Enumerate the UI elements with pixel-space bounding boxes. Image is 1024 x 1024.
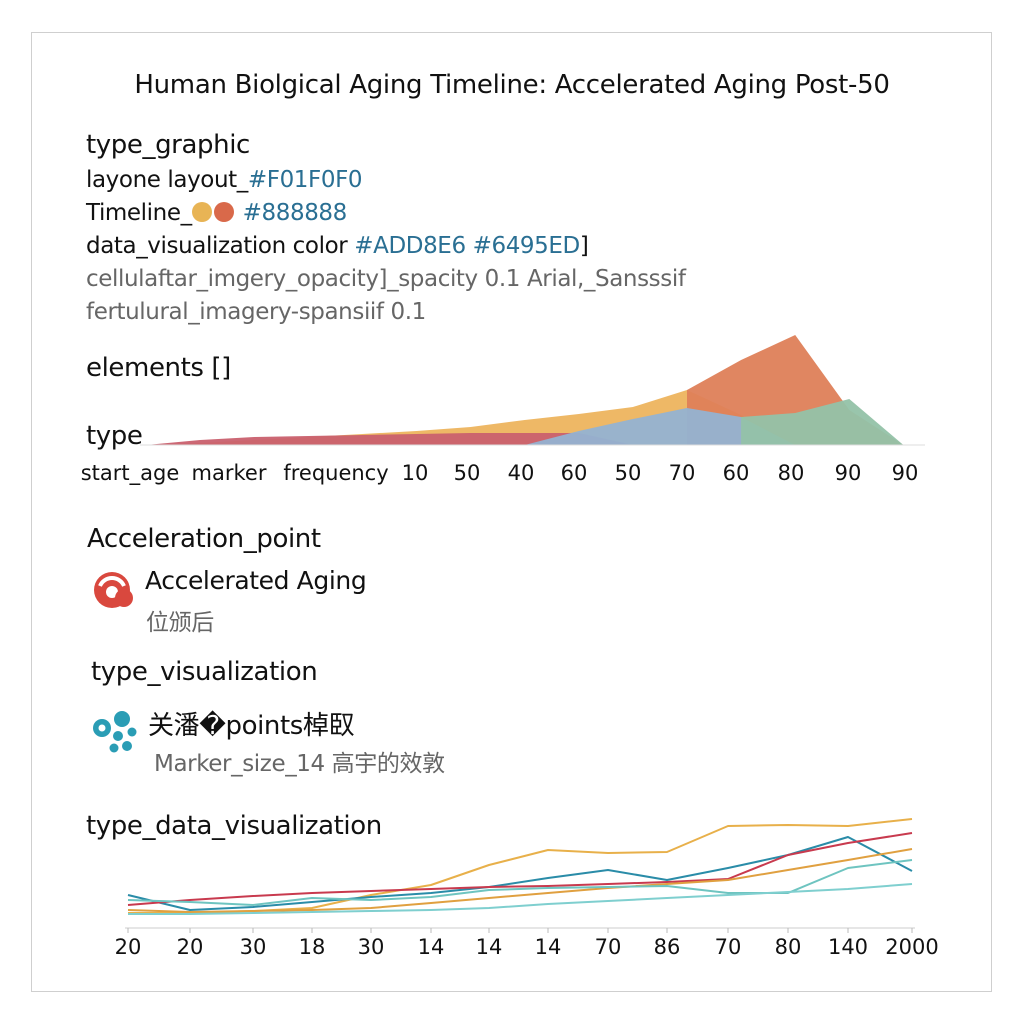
acceleration-heading: Acceleration_point (87, 524, 321, 554)
line-x-tick-label: 30 (240, 935, 267, 959)
spansiif-line: fertulural_imagery-spansiif 0.1 (86, 299, 426, 325)
bubble-cluster-icon (92, 708, 142, 756)
line-series-1 (127, 836, 913, 911)
area-x-tick-label: start_age (81, 461, 180, 486)
area-x-tick-label: 60 (561, 461, 588, 485)
dataviz-label: data_visualization color (86, 233, 348, 259)
timeline-line: Timeline_ #888888 (86, 200, 347, 226)
timeline-dot-yellow (191, 202, 212, 222)
dataviz-line: data_visualization color #ADD8E6 #6495ED… (86, 233, 589, 259)
opacity-line: cellulaftar_imgery_opacity]_spacity 0.1 … (86, 266, 686, 292)
line-x-tick-label: 14 (535, 935, 562, 959)
type-graphic-label: type_graphic (86, 130, 250, 160)
timeline-color: #888888 (242, 200, 348, 226)
area-x-tick-label: 50 (454, 461, 481, 485)
line-x-tick-label: 18 (299, 935, 326, 959)
type-visualization-sublabel: Marker_size_14 高宇的效敦 (154, 751, 445, 777)
line-x-tick-label: 20 (177, 935, 204, 959)
accelerated-aging-icon (92, 568, 134, 610)
line-series-3 (127, 848, 913, 913)
type-label: type (86, 421, 143, 451)
timeline-dot-orange (213, 202, 234, 222)
area-x-tick-label: 70 (669, 461, 696, 485)
layout-line: layone layout_#F01F0F0 (86, 167, 363, 193)
timeline-label: Timeline_ (86, 200, 192, 226)
line-x-tick-label: 86 (654, 935, 681, 959)
acceleration-label: Accelerated Aging (145, 566, 367, 595)
area-series-3 (524, 408, 796, 445)
line-x-tick-label: 70 (715, 935, 742, 959)
area-x-tick-label: 40 (508, 461, 535, 485)
dataviz-colors: #ADD8E6 #6495ED (354, 233, 580, 259)
area-x-tick-label: 50 (615, 461, 642, 485)
infographic-frame (31, 32, 992, 992)
type-visualization-heading: type_visualization (91, 657, 318, 687)
area-series-1 (146, 433, 633, 445)
line-x-tick-label: 14 (476, 935, 503, 959)
area-x-tick-label: 90 (835, 461, 862, 485)
area-x-tick-label: marker (192, 461, 267, 485)
page-title: Human Biolgical Aging Timeline: Accelera… (134, 70, 890, 100)
layout-label: layone layout_ (86, 167, 248, 193)
line-x-tick-label: 14 (418, 935, 445, 959)
line-chart-heading: type_data_visualization (86, 811, 382, 841)
line-series-5 (128, 883, 913, 915)
line-x-tick-label: 20 (115, 935, 142, 959)
area-x-tick-label: 60 (723, 461, 750, 485)
line-x-tick-label: 30 (358, 935, 385, 959)
layout-color: #F01F0F0 (247, 167, 363, 193)
type-visualization-label: 关潘�points棹臤 (148, 711, 355, 741)
area-x-tick-label: 90 (892, 461, 919, 485)
line-x-tick-label: 80 (775, 935, 802, 959)
area-x-tick-label: 10 (402, 461, 429, 485)
line-series-2 (127, 832, 913, 906)
area-series-4 (741, 399, 904, 445)
acceleration-sublabel: 位颁后 (146, 610, 214, 636)
line-x-tick-label: 70 (595, 935, 622, 959)
dataviz-bracket: ] (579, 233, 589, 259)
area-x-tick-label: 80 (778, 461, 805, 485)
area-x-tick-label: frequency (283, 461, 388, 485)
elements-label: elements [] (86, 353, 231, 383)
line-x-tick-label: 2000 (885, 935, 938, 959)
line-x-tick-label: 140 (828, 935, 868, 959)
